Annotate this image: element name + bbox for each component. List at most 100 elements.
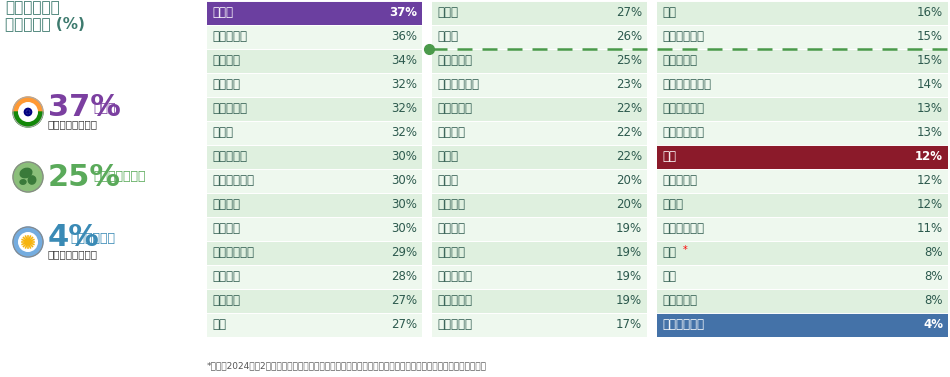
Text: スイス: スイス	[212, 127, 233, 139]
FancyBboxPatch shape	[657, 265, 948, 289]
Text: 日本: 日本	[662, 150, 676, 164]
FancyBboxPatch shape	[657, 73, 948, 97]
FancyBboxPatch shape	[207, 145, 422, 169]
FancyBboxPatch shape	[207, 49, 422, 73]
Text: 25%: 25%	[48, 162, 121, 192]
FancyBboxPatch shape	[432, 25, 647, 49]
Text: プエルトリコ: プエルトリコ	[662, 103, 704, 115]
FancyBboxPatch shape	[432, 193, 647, 217]
FancyBboxPatch shape	[432, 313, 647, 337]
Text: アイルランド: アイルランド	[212, 175, 254, 187]
FancyBboxPatch shape	[657, 145, 948, 169]
Text: イギリス: イギリス	[212, 271, 240, 284]
FancyBboxPatch shape	[657, 217, 948, 241]
Text: 13%: 13%	[917, 127, 943, 139]
Text: アメリカ: アメリカ	[212, 55, 240, 67]
Text: 12%: 12%	[917, 199, 943, 211]
FancyBboxPatch shape	[657, 121, 948, 145]
Text: スロバキア: スロバキア	[437, 294, 472, 308]
Text: ルーマニア: ルーマニア	[662, 175, 697, 187]
Text: オーストリア: オーストリア	[662, 31, 704, 43]
Text: 15%: 15%	[917, 55, 943, 67]
Text: 34%: 34%	[391, 55, 417, 67]
Wedge shape	[13, 242, 43, 257]
Text: アルゼンチン: アルゼンチン	[662, 319, 704, 331]
FancyBboxPatch shape	[657, 97, 948, 121]
Text: 22%: 22%	[616, 127, 642, 139]
Text: 19%: 19%	[616, 294, 642, 308]
Circle shape	[19, 233, 37, 251]
Text: コスタリカ: コスタリカ	[212, 31, 247, 43]
Text: 36%: 36%	[391, 31, 417, 43]
FancyBboxPatch shape	[432, 121, 647, 145]
Text: 27%: 27%	[390, 319, 417, 331]
Text: 20%: 20%	[616, 199, 642, 211]
Text: ペルー: ペルー	[437, 6, 458, 20]
FancyBboxPatch shape	[432, 97, 647, 121]
Text: 23%: 23%	[616, 78, 642, 92]
Text: チェコ共和国: チェコ共和国	[662, 222, 704, 236]
Text: フィンランド: フィンランド	[437, 78, 479, 92]
Text: インド: インド	[93, 101, 116, 115]
Text: 19%: 19%	[616, 247, 642, 259]
Text: 26%: 26%	[616, 31, 642, 43]
Text: ノルウェー: ノルウェー	[437, 55, 472, 67]
Text: 12%: 12%	[917, 175, 943, 187]
FancyBboxPatch shape	[207, 241, 422, 265]
Text: 11%: 11%	[917, 222, 943, 236]
Text: スペイン: スペイン	[437, 199, 465, 211]
Text: トルコ: トルコ	[662, 199, 683, 211]
FancyBboxPatch shape	[432, 217, 647, 241]
FancyBboxPatch shape	[207, 25, 422, 49]
FancyBboxPatch shape	[432, 265, 647, 289]
Text: 20%: 20%	[616, 175, 642, 187]
Text: 最も高い雇用予測: 最も高い雇用予測	[48, 119, 98, 129]
Text: ポーランド: ポーランド	[662, 55, 697, 67]
Text: ハンガリー: ハンガリー	[437, 319, 472, 331]
Text: 4%: 4%	[48, 224, 100, 253]
FancyBboxPatch shape	[207, 217, 422, 241]
Text: カナダ: カナダ	[437, 31, 458, 43]
Text: シンガポール: シンガポール	[212, 247, 254, 259]
Text: 17%: 17%	[616, 319, 642, 331]
FancyBboxPatch shape	[432, 241, 647, 265]
Text: 22%: 22%	[616, 103, 642, 115]
Text: 27%: 27%	[616, 6, 642, 20]
FancyBboxPatch shape	[207, 97, 422, 121]
Text: 32%: 32%	[391, 127, 417, 139]
FancyBboxPatch shape	[207, 1, 422, 25]
Text: ベルギー: ベルギー	[212, 294, 240, 308]
Text: 純雇用予測 (%): 純雇用予測 (%)	[5, 16, 85, 31]
Text: 13%: 13%	[917, 103, 943, 115]
Text: スウェーデン: スウェーデン	[662, 127, 704, 139]
Text: インド: インド	[212, 6, 233, 20]
FancyBboxPatch shape	[657, 313, 948, 337]
Text: 19%: 19%	[616, 222, 642, 236]
Text: 28%: 28%	[391, 271, 417, 284]
Text: *: *	[683, 245, 688, 255]
Text: 4%: 4%	[923, 319, 943, 331]
FancyBboxPatch shape	[657, 193, 948, 217]
Circle shape	[13, 162, 43, 192]
Text: *チリは2024年第2四半期から本プログラムに参加したため過去のデータがなく、季節調整前の値となります。: *チリは2024年第2四半期から本プログラムに参加したため過去のデータがなく、季…	[207, 361, 487, 370]
Text: 32%: 32%	[391, 78, 417, 92]
FancyBboxPatch shape	[207, 265, 422, 289]
Text: グローバル平均: グローバル平均	[93, 170, 145, 184]
FancyBboxPatch shape	[207, 121, 422, 145]
Text: コロンビア: コロンビア	[437, 103, 472, 115]
FancyBboxPatch shape	[207, 169, 422, 193]
Text: 30%: 30%	[391, 175, 417, 187]
Text: 8%: 8%	[924, 294, 943, 308]
Text: 12%: 12%	[915, 150, 943, 164]
FancyBboxPatch shape	[657, 289, 948, 313]
FancyBboxPatch shape	[432, 1, 647, 25]
FancyBboxPatch shape	[657, 1, 948, 25]
Text: イスラエル: イスラエル	[662, 294, 697, 308]
Text: ドイツ: ドイツ	[437, 150, 458, 164]
Text: ブラジル: ブラジル	[212, 78, 240, 92]
Text: メキシコ: メキシコ	[212, 199, 240, 211]
Text: ギリシャ: ギリシャ	[437, 222, 465, 236]
Text: 27%: 27%	[390, 294, 417, 308]
Text: 19%: 19%	[616, 271, 642, 284]
Text: 南アフリカ: 南アフリカ	[212, 103, 247, 115]
